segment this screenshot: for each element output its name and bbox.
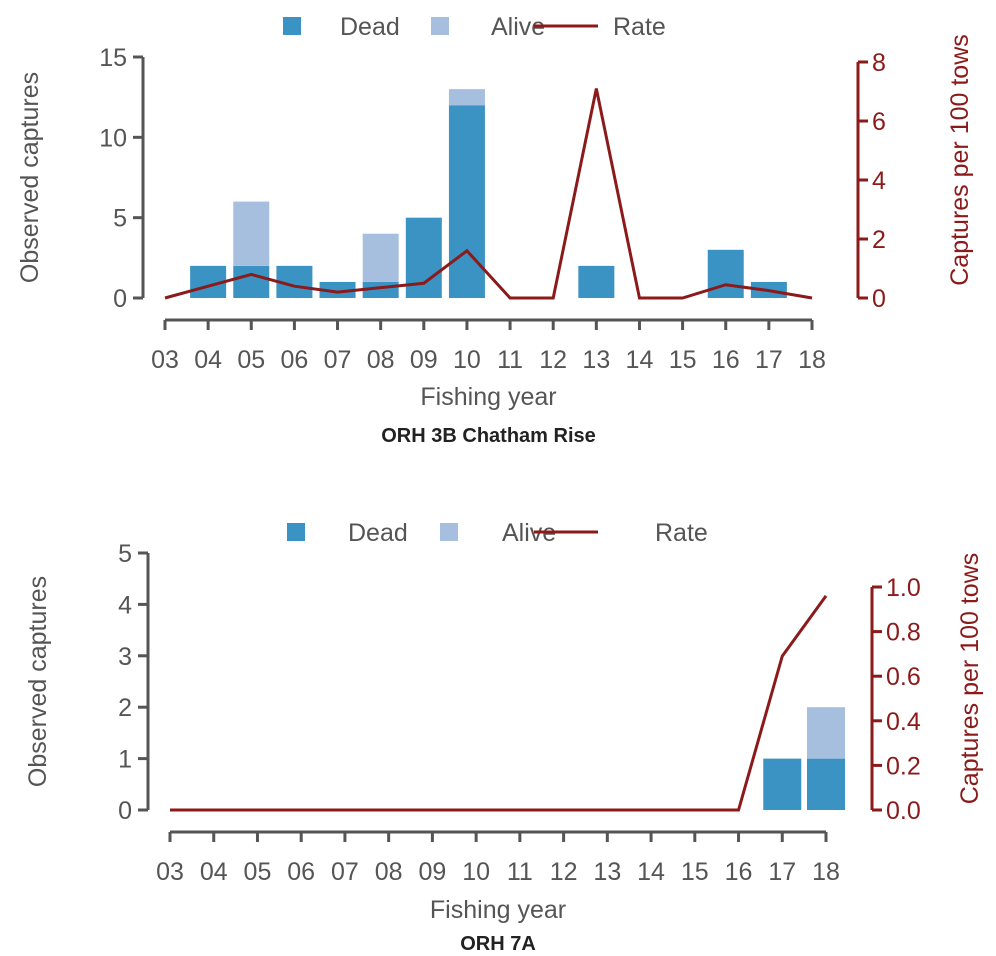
legend-dead-label: Dead [340,13,400,41]
x-tick-label: 17 [768,858,796,886]
x-tick-label: 08 [367,346,395,374]
x-tick-label: 05 [244,858,272,886]
y-axis-title: Observed captures [24,576,52,787]
x-tick-label: 09 [418,858,446,886]
x-tick-label: 15 [669,346,697,374]
x-tick-label: 11 [507,858,533,886]
x-tick-label: 03 [156,858,184,886]
right-tick-label: 0.8 [886,619,921,647]
right-tick-label: 6 [872,108,886,136]
bar-alive [807,707,845,759]
left-tick-label: 0 [118,797,132,825]
bar-alive [233,201,270,266]
left-tick-label: 15 [99,44,127,72]
x-tick-label: 13 [593,858,621,886]
x-tick-label: 04 [194,346,222,374]
left-tick-label: 5 [118,540,132,568]
x-tick-label: 04 [200,858,228,886]
left-tick-label: 0 [113,285,127,313]
x-tick-label: 18 [798,346,826,374]
bar-dead [319,281,356,298]
right-tick-label: 0.6 [886,663,921,691]
legend: Dead Alive Rate [283,13,666,41]
legend-rate-label: Rate [655,519,708,547]
y2-axis-title: Captures per 100 tows [946,34,974,286]
bar-dead [578,265,615,298]
bar-alive [362,233,399,282]
rate-line [170,595,828,812]
x-tick-label: 07 [331,858,359,886]
y-axis-title: Observed captures [16,72,44,283]
right-tick-label: 2 [872,226,886,254]
bar-dead [448,105,485,298]
x-tick-label: 06 [280,346,308,374]
x-axis-title: Fishing year [420,383,556,411]
chart-title: ORH 7A [460,933,536,955]
right-tick-label: 0 [872,285,886,313]
legend: Dead Alive Rate [287,519,708,547]
x-tick-label: 10 [462,858,490,886]
x-tick-label: 03 [151,346,179,374]
x-tick-label: 12 [539,346,567,374]
right-tick-label: 0.2 [886,752,921,780]
right-tick-label: 0.0 [886,797,921,825]
x-tick-label: 18 [812,858,840,886]
x-tick-label: 14 [626,346,654,374]
x-tick-label: 07 [324,346,352,374]
x-tick-label: 13 [582,346,610,374]
x-tick-label: 08 [375,858,403,886]
legend-dead-swatch [287,523,305,541]
x-tick-label: 09 [410,346,438,374]
x-tick-label: 14 [637,858,665,886]
left-tick-label: 1 [118,746,132,774]
right-tick-label: 1.0 [886,574,921,602]
x-tick-label: 16 [725,858,753,886]
x-tick-label: 17 [755,346,783,374]
x-tick-label: 15 [681,858,709,886]
legend-dead-label: Dead [348,519,408,547]
chart-title: ORH 3B Chatham Rise [381,425,596,447]
right-tick-label: 8 [872,49,886,77]
bar-dead [807,758,845,810]
legend-alive-swatch [440,523,458,541]
left-tick-label: 5 [113,205,127,233]
bar-dead [233,265,270,298]
right-tick-label: 0.4 [886,708,921,736]
legend-alive-swatch [431,17,449,35]
y2-axis-title: Captures per 100 tows [956,553,984,805]
x-axis-title: Fishing year [430,896,566,924]
left-tick-label: 2 [118,694,132,722]
bar-alive [448,89,485,106]
legend-dead-swatch [283,17,301,35]
right-tick-label: 4 [872,167,886,195]
bar-dead [707,249,744,298]
left-tick-label: 10 [99,124,127,152]
bar-dead [763,758,802,810]
legend-rate-label: Rate [613,13,666,41]
x-tick-label: 11 [497,346,523,374]
left-tick-label: 3 [118,643,132,671]
left-tick-label: 4 [118,591,132,619]
x-tick-label: 06 [287,858,315,886]
x-tick-label: 10 [453,346,481,374]
x-tick-label: 05 [237,346,265,374]
x-tick-label: 12 [550,858,578,886]
rate-line [164,88,813,300]
x-tick-label: 16 [712,346,740,374]
